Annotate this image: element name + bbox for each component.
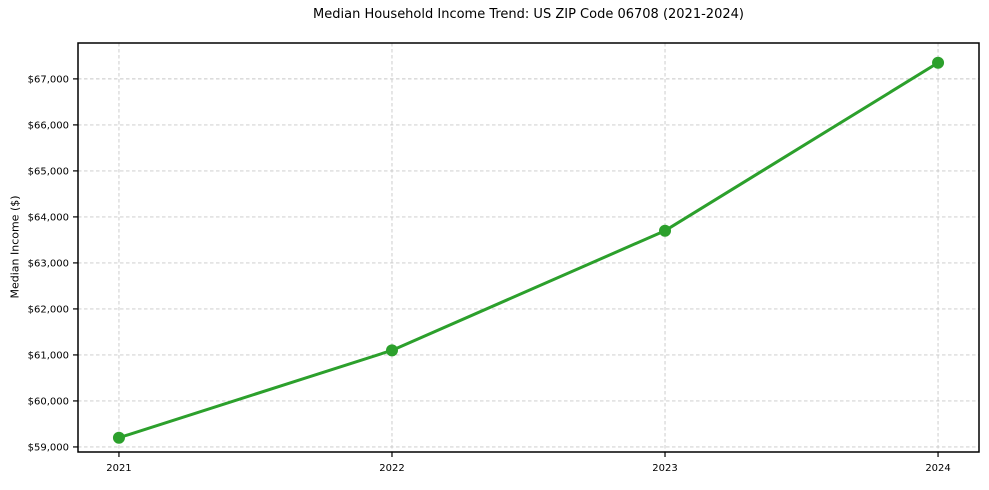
y-tick-label: $65,000 [28,166,69,177]
data-point-marker [112,431,125,444]
data-point-marker [932,56,945,69]
y-tick-label: $59,000 [28,442,69,453]
trend-line [117,61,940,440]
y-tick-label: $64,000 [28,212,69,223]
x-tick-label: 2021 [106,463,131,474]
x-tick-label: 2023 [652,463,677,474]
data-point-marker [385,344,398,357]
data-point-marker [659,224,672,237]
y-tick-label: $66,000 [28,120,69,131]
chart-title: Median Household Income Trend: US ZIP Co… [313,7,744,22]
y-tick-label: $63,000 [28,258,69,269]
y-tick-label: $60,000 [28,396,69,407]
y-tick-label: $61,000 [28,350,69,361]
y-tick-label: $67,000 [28,74,69,85]
x-tick-label: 2022 [379,463,404,474]
plot-border [77,42,980,453]
x-tick-label: 2024 [925,463,950,474]
y-tick-label: $62,000 [28,304,69,315]
